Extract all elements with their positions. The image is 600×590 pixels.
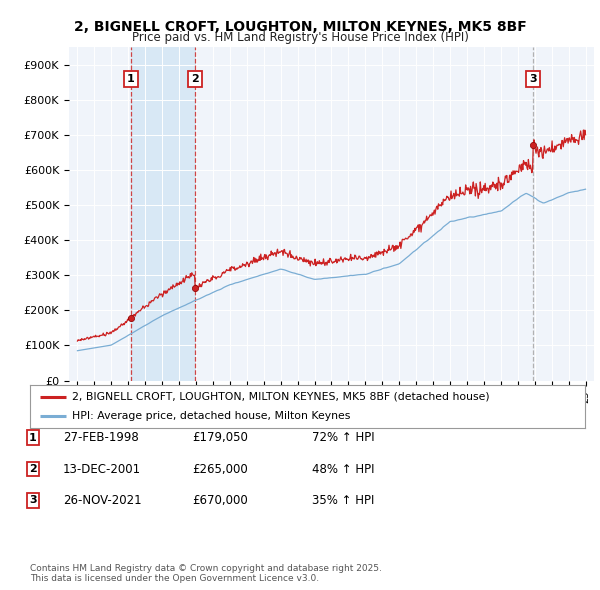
Text: 3: 3 xyxy=(29,496,37,505)
Text: 3: 3 xyxy=(529,74,537,84)
Text: £265,000: £265,000 xyxy=(192,463,248,476)
Text: £670,000: £670,000 xyxy=(192,494,248,507)
Text: 27-FEB-1998: 27-FEB-1998 xyxy=(63,431,139,444)
Text: 72% ↑ HPI: 72% ↑ HPI xyxy=(312,431,374,444)
Text: 26-NOV-2021: 26-NOV-2021 xyxy=(63,494,142,507)
Text: 48% ↑ HPI: 48% ↑ HPI xyxy=(312,463,374,476)
Text: 2: 2 xyxy=(29,464,37,474)
Text: Contains HM Land Registry data © Crown copyright and database right 2025.
This d: Contains HM Land Registry data © Crown c… xyxy=(30,563,382,583)
Text: £179,050: £179,050 xyxy=(192,431,248,444)
Text: 13-DEC-2001: 13-DEC-2001 xyxy=(63,463,141,476)
Text: 1: 1 xyxy=(29,433,37,442)
Text: HPI: Average price, detached house, Milton Keynes: HPI: Average price, detached house, Milt… xyxy=(71,411,350,421)
Text: 2: 2 xyxy=(191,74,199,84)
Text: 1: 1 xyxy=(127,74,134,84)
Bar xyxy=(131,47,195,381)
Text: Price paid vs. HM Land Registry's House Price Index (HPI): Price paid vs. HM Land Registry's House … xyxy=(131,31,469,44)
Text: 2, BIGNELL CROFT, LOUGHTON, MILTON KEYNES, MK5 8BF: 2, BIGNELL CROFT, LOUGHTON, MILTON KEYNE… xyxy=(74,20,526,34)
Text: 35% ↑ HPI: 35% ↑ HPI xyxy=(312,494,374,507)
Text: 2, BIGNELL CROFT, LOUGHTON, MILTON KEYNES, MK5 8BF (detached house): 2, BIGNELL CROFT, LOUGHTON, MILTON KEYNE… xyxy=(71,392,489,402)
